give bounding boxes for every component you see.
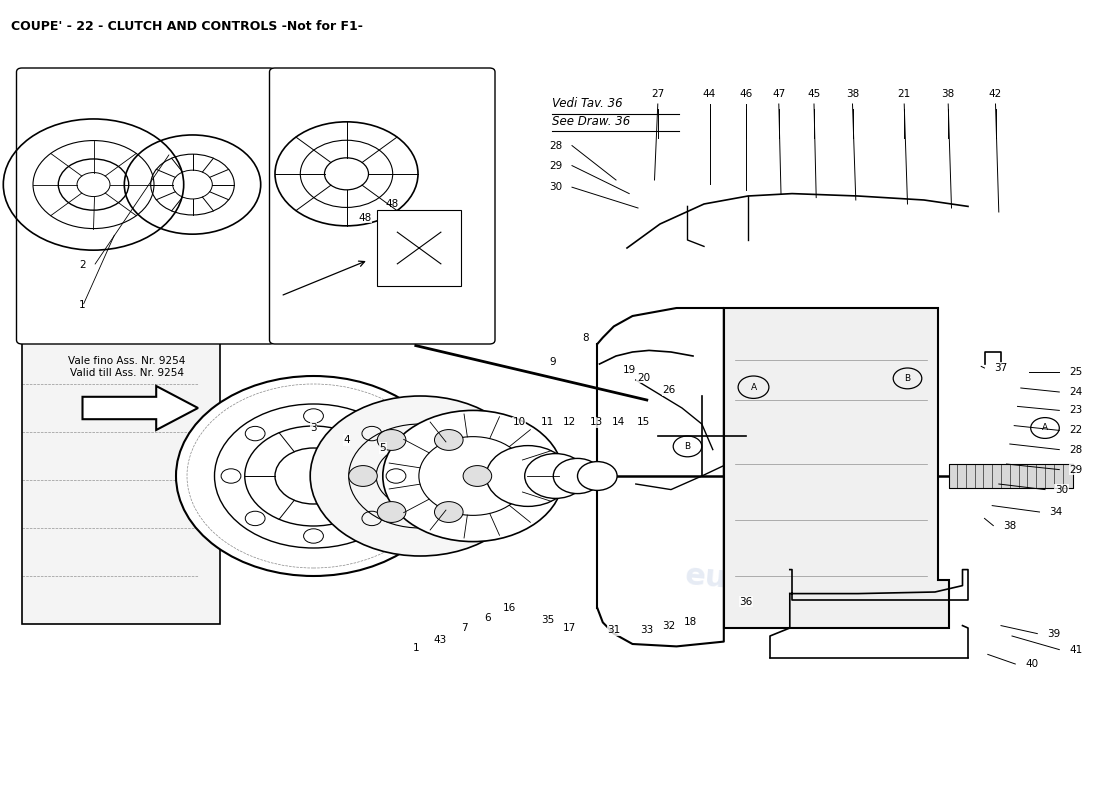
Text: 30: 30 xyxy=(549,182,562,192)
Text: 48: 48 xyxy=(385,199,398,210)
Text: 12: 12 xyxy=(563,418,576,427)
Circle shape xyxy=(525,454,586,498)
Text: 19: 19 xyxy=(623,365,636,374)
Text: 25: 25 xyxy=(1069,367,1082,377)
Text: 1: 1 xyxy=(79,300,86,310)
FancyArrow shape xyxy=(82,386,198,430)
Text: 35: 35 xyxy=(541,615,554,625)
Circle shape xyxy=(434,502,463,522)
Circle shape xyxy=(578,462,617,490)
Text: 31: 31 xyxy=(607,626,620,635)
Text: A: A xyxy=(750,382,757,392)
Text: 11: 11 xyxy=(541,418,554,427)
Text: 14: 14 xyxy=(612,418,625,427)
Polygon shape xyxy=(22,288,220,624)
Text: 42: 42 xyxy=(989,90,1002,99)
Text: 21: 21 xyxy=(898,90,911,99)
Text: See Draw. 36: See Draw. 36 xyxy=(552,115,630,128)
Circle shape xyxy=(349,466,377,486)
Text: 8: 8 xyxy=(582,333,588,342)
Circle shape xyxy=(486,446,570,506)
Text: 36: 36 xyxy=(739,597,752,606)
Circle shape xyxy=(383,410,563,542)
Text: 3: 3 xyxy=(310,423,317,433)
Text: 33: 33 xyxy=(640,626,653,635)
Text: B: B xyxy=(684,442,691,451)
Text: 28: 28 xyxy=(1069,445,1082,454)
Circle shape xyxy=(553,458,602,494)
Text: 2: 2 xyxy=(79,260,86,270)
Text: 39: 39 xyxy=(1047,629,1060,638)
Circle shape xyxy=(463,466,492,486)
Text: 6: 6 xyxy=(484,613,491,622)
FancyBboxPatch shape xyxy=(16,68,275,344)
Text: B: B xyxy=(904,374,911,383)
Text: 32: 32 xyxy=(662,621,675,630)
Text: 13: 13 xyxy=(590,418,603,427)
Text: 29: 29 xyxy=(549,161,562,170)
Text: eurospares: eurospares xyxy=(310,473,504,519)
Text: 46: 46 xyxy=(739,90,752,99)
Text: A: A xyxy=(1042,423,1048,433)
Text: 44: 44 xyxy=(703,90,716,99)
Text: 1: 1 xyxy=(412,643,419,653)
Circle shape xyxy=(176,376,451,576)
Text: 29: 29 xyxy=(1069,465,1082,474)
Circle shape xyxy=(377,430,406,450)
Text: 18: 18 xyxy=(684,617,697,626)
Text: 17: 17 xyxy=(563,623,576,633)
Text: 43: 43 xyxy=(433,635,447,645)
Text: 48: 48 xyxy=(359,213,372,222)
Text: COUPE' - 22 - CLUTCH AND CONTROLS -Not for F1-: COUPE' - 22 - CLUTCH AND CONTROLS -Not f… xyxy=(11,20,363,33)
FancyBboxPatch shape xyxy=(377,210,461,286)
Text: 38: 38 xyxy=(942,90,955,99)
Text: 9: 9 xyxy=(549,357,556,366)
FancyBboxPatch shape xyxy=(270,68,495,344)
Polygon shape xyxy=(724,308,949,628)
Text: 40: 40 xyxy=(1025,659,1038,669)
Text: 38: 38 xyxy=(1003,521,1016,530)
Text: 10: 10 xyxy=(513,418,526,427)
Text: Vedi Tav. 36: Vedi Tav. 36 xyxy=(552,98,623,110)
Text: 22: 22 xyxy=(1069,426,1082,435)
Text: 7: 7 xyxy=(461,623,468,633)
Text: 47: 47 xyxy=(772,90,785,99)
Circle shape xyxy=(434,430,463,450)
Text: 4: 4 xyxy=(343,435,350,445)
Text: 30: 30 xyxy=(1055,485,1068,494)
Text: 38: 38 xyxy=(846,90,859,99)
Circle shape xyxy=(377,502,406,522)
Text: 5: 5 xyxy=(379,443,386,453)
Text: 24: 24 xyxy=(1069,387,1082,397)
Circle shape xyxy=(310,396,530,556)
Text: 28: 28 xyxy=(549,141,562,150)
Text: 37: 37 xyxy=(994,363,1008,373)
Text: 27: 27 xyxy=(651,90,664,99)
Text: 26: 26 xyxy=(662,386,675,395)
Text: 15: 15 xyxy=(637,418,650,427)
Text: 45: 45 xyxy=(807,90,821,99)
Text: 23: 23 xyxy=(1069,406,1082,415)
Text: eurospares: eurospares xyxy=(684,561,878,607)
Text: 34: 34 xyxy=(1049,507,1063,517)
Text: 41: 41 xyxy=(1069,645,1082,654)
Text: 16: 16 xyxy=(503,603,516,613)
Text: 20: 20 xyxy=(637,373,650,382)
Text: Vale fino Ass. Nr. 9254
Valid till Ass. Nr. 9254: Vale fino Ass. Nr. 9254 Valid till Ass. … xyxy=(68,356,185,378)
